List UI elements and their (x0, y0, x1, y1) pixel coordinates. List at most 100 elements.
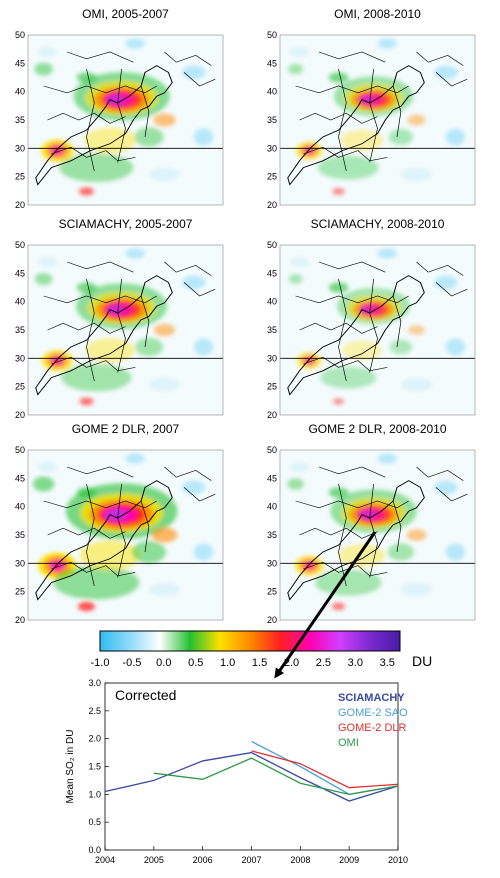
x-tick-label: 2005 (144, 855, 164, 865)
colorbar-tick: 2.5 (316, 657, 331, 669)
province-border (66, 466, 134, 478)
colorbar-tick: -0.5 (122, 657, 141, 669)
y-tick-label: 1.0 (88, 789, 101, 799)
series-line-omi (153, 757, 399, 795)
province-border (86, 68, 95, 172)
map-y-tick: 30 (267, 558, 277, 568)
y-axis-label: Mean SO₂ in DU (65, 730, 76, 804)
map-y-tick: 50 (267, 240, 277, 250)
x-tick-label: 2009 (339, 855, 359, 865)
map-y-tick: 40 (15, 87, 25, 97)
map-background (280, 245, 475, 415)
map-panel-5: GOME 2 DLR, 2007 50 45 40 35 30 25 20 (15, 422, 224, 625)
x-tick-label: 2006 (193, 855, 213, 865)
legend-entry: GOME-2 DLR (338, 722, 407, 734)
map-frame (279, 449, 476, 621)
plot-frame (104, 682, 399, 851)
so2-field (34, 38, 216, 196)
coastline (287, 480, 425, 601)
province-border (140, 500, 150, 553)
province-border (416, 466, 464, 481)
province-border (299, 112, 378, 124)
map-y-tick: 50 (267, 30, 277, 40)
province-border (140, 295, 150, 348)
province-border (117, 278, 126, 373)
map-y-tick: 20 (15, 615, 25, 625)
colorbar-tick: 0.5 (188, 657, 203, 669)
province-border (318, 466, 386, 478)
legend-entry: SCIAMACHY (338, 692, 405, 704)
map-y-tick: 50 (15, 30, 25, 40)
province-border (183, 487, 216, 502)
province-border (338, 483, 347, 587)
map-panel-1: OMI, 2005-2007 50 45 40 35 30 25 20 (15, 7, 224, 210)
province-border (295, 85, 409, 94)
map-title: GOME 2 DLR, 2008-2010 (308, 422, 446, 436)
map-y-tick: 20 (267, 200, 277, 210)
province-border (318, 51, 386, 63)
so2-field (287, 248, 468, 405)
map-panel-3: SCIAMACHY, 2005-2007 50 45 40 35 30 25 20 (15, 217, 224, 420)
map-y-tick: 45 (267, 473, 277, 483)
map-y-tick: 25 (15, 172, 25, 182)
map-y-tick: 30 (267, 143, 277, 153)
y-tick-label: 2.0 (88, 734, 101, 744)
map-frame (27, 244, 224, 416)
line-chart: 0.0 0.5 1.0 1.5 2.0 2.5 3.0 2004 2005 2006 2007 200… (65, 678, 408, 865)
map-y-tick: 25 (15, 382, 25, 392)
legend-entry: GOME-2 SAO (338, 707, 408, 719)
arrow-layer (274, 531, 377, 679)
province-border (369, 278, 378, 373)
colorbar-tick: -1.0 (91, 657, 110, 669)
province-border (43, 295, 157, 304)
province-border (416, 261, 464, 276)
province-border (183, 282, 216, 297)
province-border (47, 112, 126, 124)
map-y-tick: 35 (15, 325, 25, 335)
province-border (183, 72, 216, 87)
x-tick-label: 2010 (388, 855, 408, 865)
province-border (164, 261, 212, 276)
map-y-tick: 25 (15, 587, 25, 597)
province-border (338, 68, 347, 172)
province-border (164, 51, 212, 66)
province-border (369, 68, 378, 163)
map-y-tick: 45 (267, 268, 277, 278)
coastline (287, 275, 425, 396)
so2-field (34, 248, 216, 406)
colorbar-tick: 3.0 (348, 657, 363, 669)
colorbar-unit: DU (412, 653, 432, 669)
map-panel-2: OMI, 2008-2010 50 45 40 35 30 25 20 (267, 7, 476, 210)
map-y-tick: 25 (267, 382, 277, 392)
province-border (392, 295, 402, 348)
x-tick-label: 2004 (95, 855, 115, 865)
map-y-tick: 40 (267, 87, 277, 97)
coastline (35, 480, 173, 601)
legend-entry: OMI (338, 737, 359, 749)
province-border (416, 51, 464, 66)
province-border (435, 72, 468, 87)
map-y-tick: 40 (15, 297, 25, 307)
province-border (86, 483, 95, 587)
map-y-tick: 50 (15, 445, 25, 455)
map-y-tick: 35 (15, 530, 25, 540)
map-y-tick: 50 (15, 240, 25, 250)
map-y-tick: 30 (267, 353, 277, 363)
province-border (164, 466, 212, 481)
colorbar-tick: 3.5 (380, 657, 395, 669)
series-line-sciamachy (104, 751, 399, 802)
map-title: SCIAMACHY, 2005-2007 (59, 217, 193, 231)
map-background (280, 35, 475, 205)
map-y-tick: 40 (15, 502, 25, 512)
province-border (47, 322, 126, 334)
chart-annotation: Corrected (115, 687, 176, 703)
province-border (369, 483, 378, 578)
map-title: GOME 2 DLR, 2007 (72, 422, 180, 436)
x-tick-label: 2007 (241, 855, 261, 865)
map-y-tick: 30 (15, 353, 25, 363)
province-border (392, 500, 402, 553)
so2-field (287, 453, 468, 611)
coastline (35, 275, 173, 396)
map-y-tick: 35 (267, 325, 277, 335)
